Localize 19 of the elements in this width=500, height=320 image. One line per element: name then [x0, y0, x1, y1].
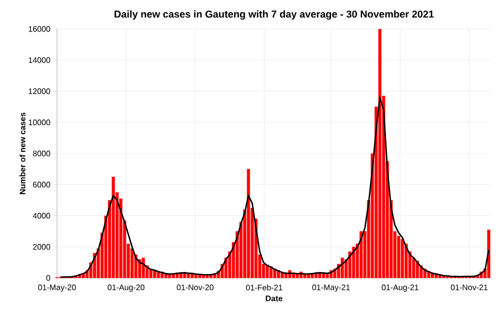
x-tick-label: 01-Feb-21 — [246, 284, 282, 290]
x-tick-label: 01-May-21 — [312, 284, 350, 292]
y-axis-title: Number of new cases — [19, 112, 26, 194]
y-tick-label: 0 — [46, 275, 50, 281]
x-axis-title: Date — [266, 296, 282, 302]
y-tick-label: 8000 — [33, 150, 50, 156]
y-tick-label: 16000 — [28, 26, 50, 32]
y-tick-label: 12000 — [28, 88, 50, 94]
x-tick-label: 01-May-20 — [38, 284, 76, 292]
y-tick-label: 6000 — [33, 182, 50, 188]
y-tick-label: 4000 — [32, 212, 50, 219]
x-tick-label: 01-Aug-20 — [108, 284, 144, 292]
x-tick-label: 01-Nov-21 — [450, 284, 488, 290]
y-tick-label: 10000 — [28, 120, 50, 126]
y-tick-label: 2000 — [33, 244, 50, 250]
x-tick-label: 01-Aug-21 — [382, 284, 418, 292]
chart-title: Daily new cases in Gauteng with 7 day average - 30 November 2021 — [114, 10, 434, 20]
x-tick-label: 01-Nov-20 — [176, 284, 214, 290]
y-tick-label: 14000 — [28, 57, 50, 63]
